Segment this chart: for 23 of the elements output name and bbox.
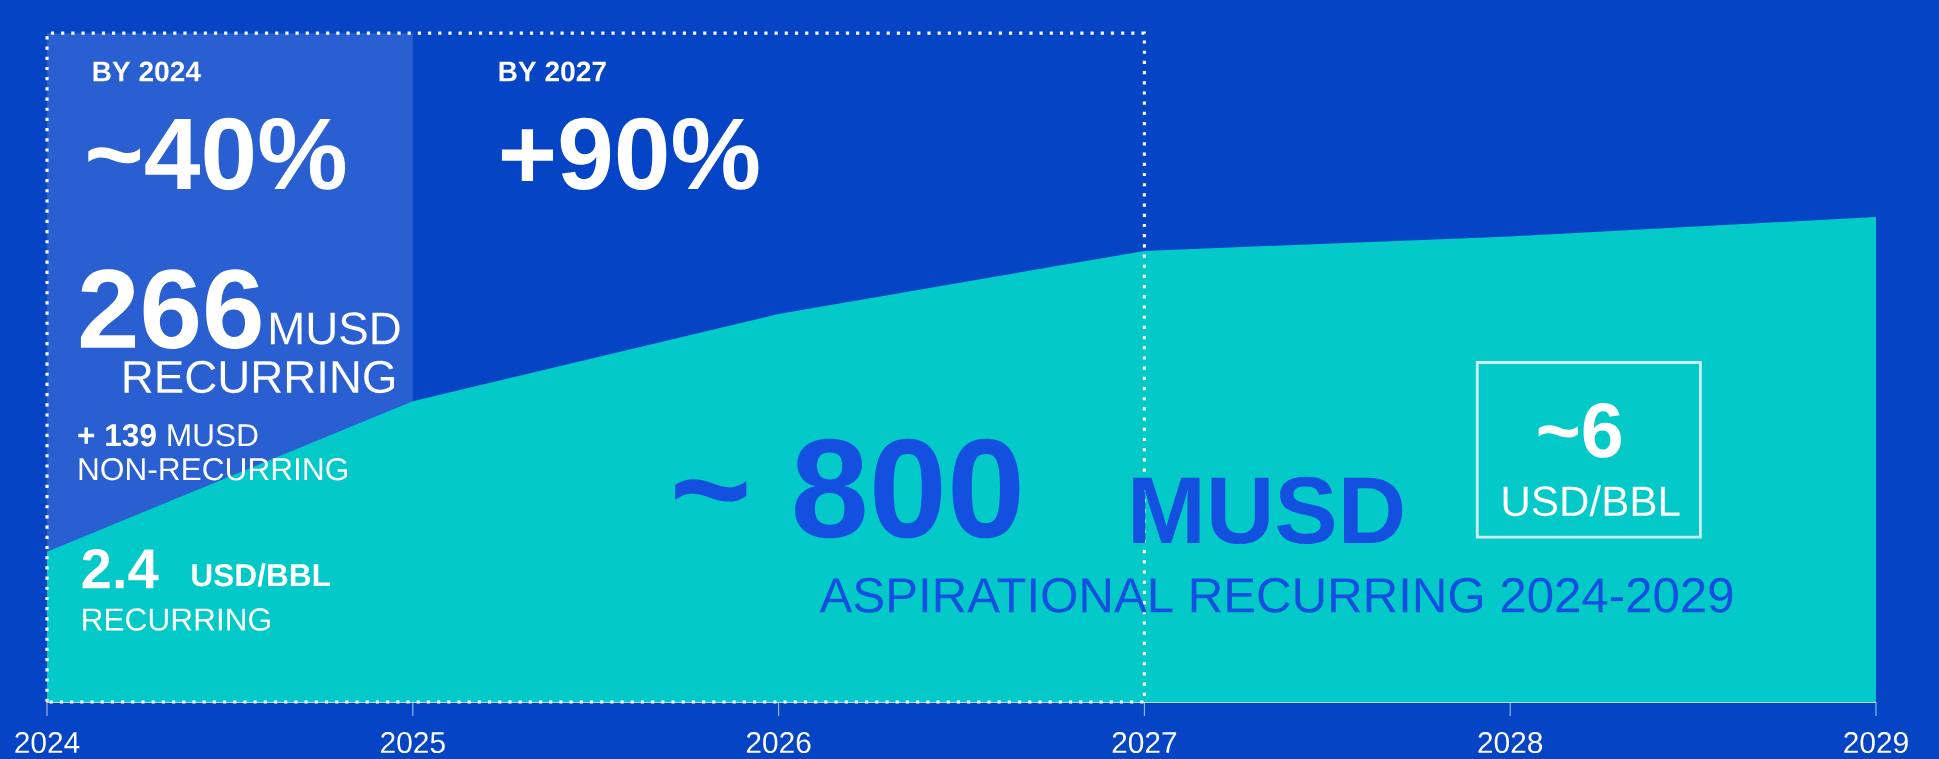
annotation: RECURRING — [83, 608, 270, 631]
x-tick-label: 2024 — [15, 732, 80, 754]
x-tick-label: 2027 — [1112, 732, 1177, 754]
annotation: NON-RECURRING — [79, 457, 347, 481]
annotation: ASPIRATIONAL RECURRING 2024-2029 — [819, 577, 1733, 613]
x-tick-label: 2029 — [1844, 732, 1908, 754]
annotation: ~ 800 — [675, 438, 1020, 539]
x-tick-label: 2026 — [746, 732, 811, 754]
x-tick-label: 2025 — [381, 732, 445, 754]
annotation: 266 — [80, 269, 261, 349]
annotation: ~6 — [1538, 402, 1621, 458]
text: +90% — [501, 117, 759, 191]
annotation: 2.4 — [82, 549, 159, 589]
annotation: RECURRING — [124, 360, 395, 394]
annotation: USD/BBL — [1503, 485, 1680, 517]
x-tick-label: 2028 — [1478, 732, 1543, 754]
text: ~40% — [88, 117, 346, 191]
annotation: + 139 MUSD — [78, 424, 258, 447]
annotation: MUSD — [1133, 476, 1403, 545]
text: BY 2024 — [93, 61, 201, 82]
annotation: MUSD — [270, 312, 400, 345]
annotation: USD/BBL — [192, 563, 330, 587]
text: BY 2027 — [499, 61, 606, 82]
